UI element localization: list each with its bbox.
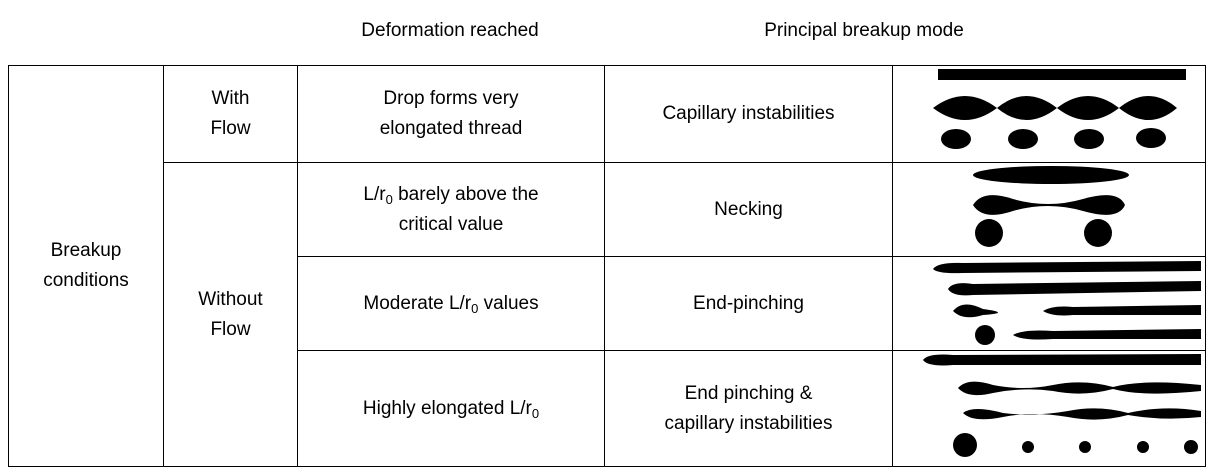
mode-cell: End-pinching [604,256,893,351]
illustration-cell [892,256,1206,351]
column-header: Principal breakup mode [764,20,964,41]
necking-illustration [973,166,1129,247]
cell-text: barely above the [392,183,539,205]
cell-text: With [211,88,250,109]
cell-line: Highly elongated L/r0 [298,394,604,424]
illustration-cell [892,162,1206,257]
cell-line: Moderate L/r0 values [298,289,604,319]
mode-cell: End pinching & capillary instabilities [604,350,893,467]
group-cell: Without Flow [163,162,298,467]
deformation-cell: Highly elongated L/r0 [297,350,605,467]
deformation-cell: Drop forms very elongated thread [297,65,605,163]
subscript: 0 [385,191,393,207]
deformation-cell: L/r0 barely above the critical value [297,162,605,257]
breakup-table: Breakup conditions With Flow Drop forms ve… [8,65,1206,467]
cell-text: conditions [43,270,129,291]
cell-text: Moderate L/r [363,292,472,314]
end-pinching-illustration [933,261,1201,345]
cell-text: Flow [210,318,251,340]
mode-cell: Capillary instabilities [604,65,893,163]
cell-text: Flow [210,118,251,139]
cell-text: Highly elongated L/r [362,397,532,419]
combined-illustration [923,354,1201,457]
cell-text: Drop forms very [383,88,519,109]
capillary-illustration [933,69,1186,149]
cell-text: elongated thread [379,118,523,139]
cell-text: L/r [363,183,386,205]
cell-text: critical value [398,213,504,235]
illustration-cell [892,350,1206,467]
group-cell: With Flow [163,65,298,163]
cell-text: Necking [714,198,783,220]
cell-line: L/r0 barely above the [298,180,604,210]
mode-cell: Necking [604,162,893,257]
cell-text: Breakup [50,240,122,261]
column-header: Deformation reached [361,20,539,41]
illustration-cell [892,65,1206,163]
cell-text: values [478,292,539,314]
cell-text: End-pinching [693,292,804,314]
row-label-cell: Breakup conditions [8,65,164,467]
cell-text: capillary instabilities [664,412,833,434]
cell-text: End pinching & [684,382,813,404]
cell-text: Capillary instabilities [662,103,835,124]
cell-text: Without [198,288,263,310]
subscript: 0 [531,405,540,421]
deformation-cell: Moderate L/r0 values [297,256,605,351]
subscript: 0 [471,300,479,316]
